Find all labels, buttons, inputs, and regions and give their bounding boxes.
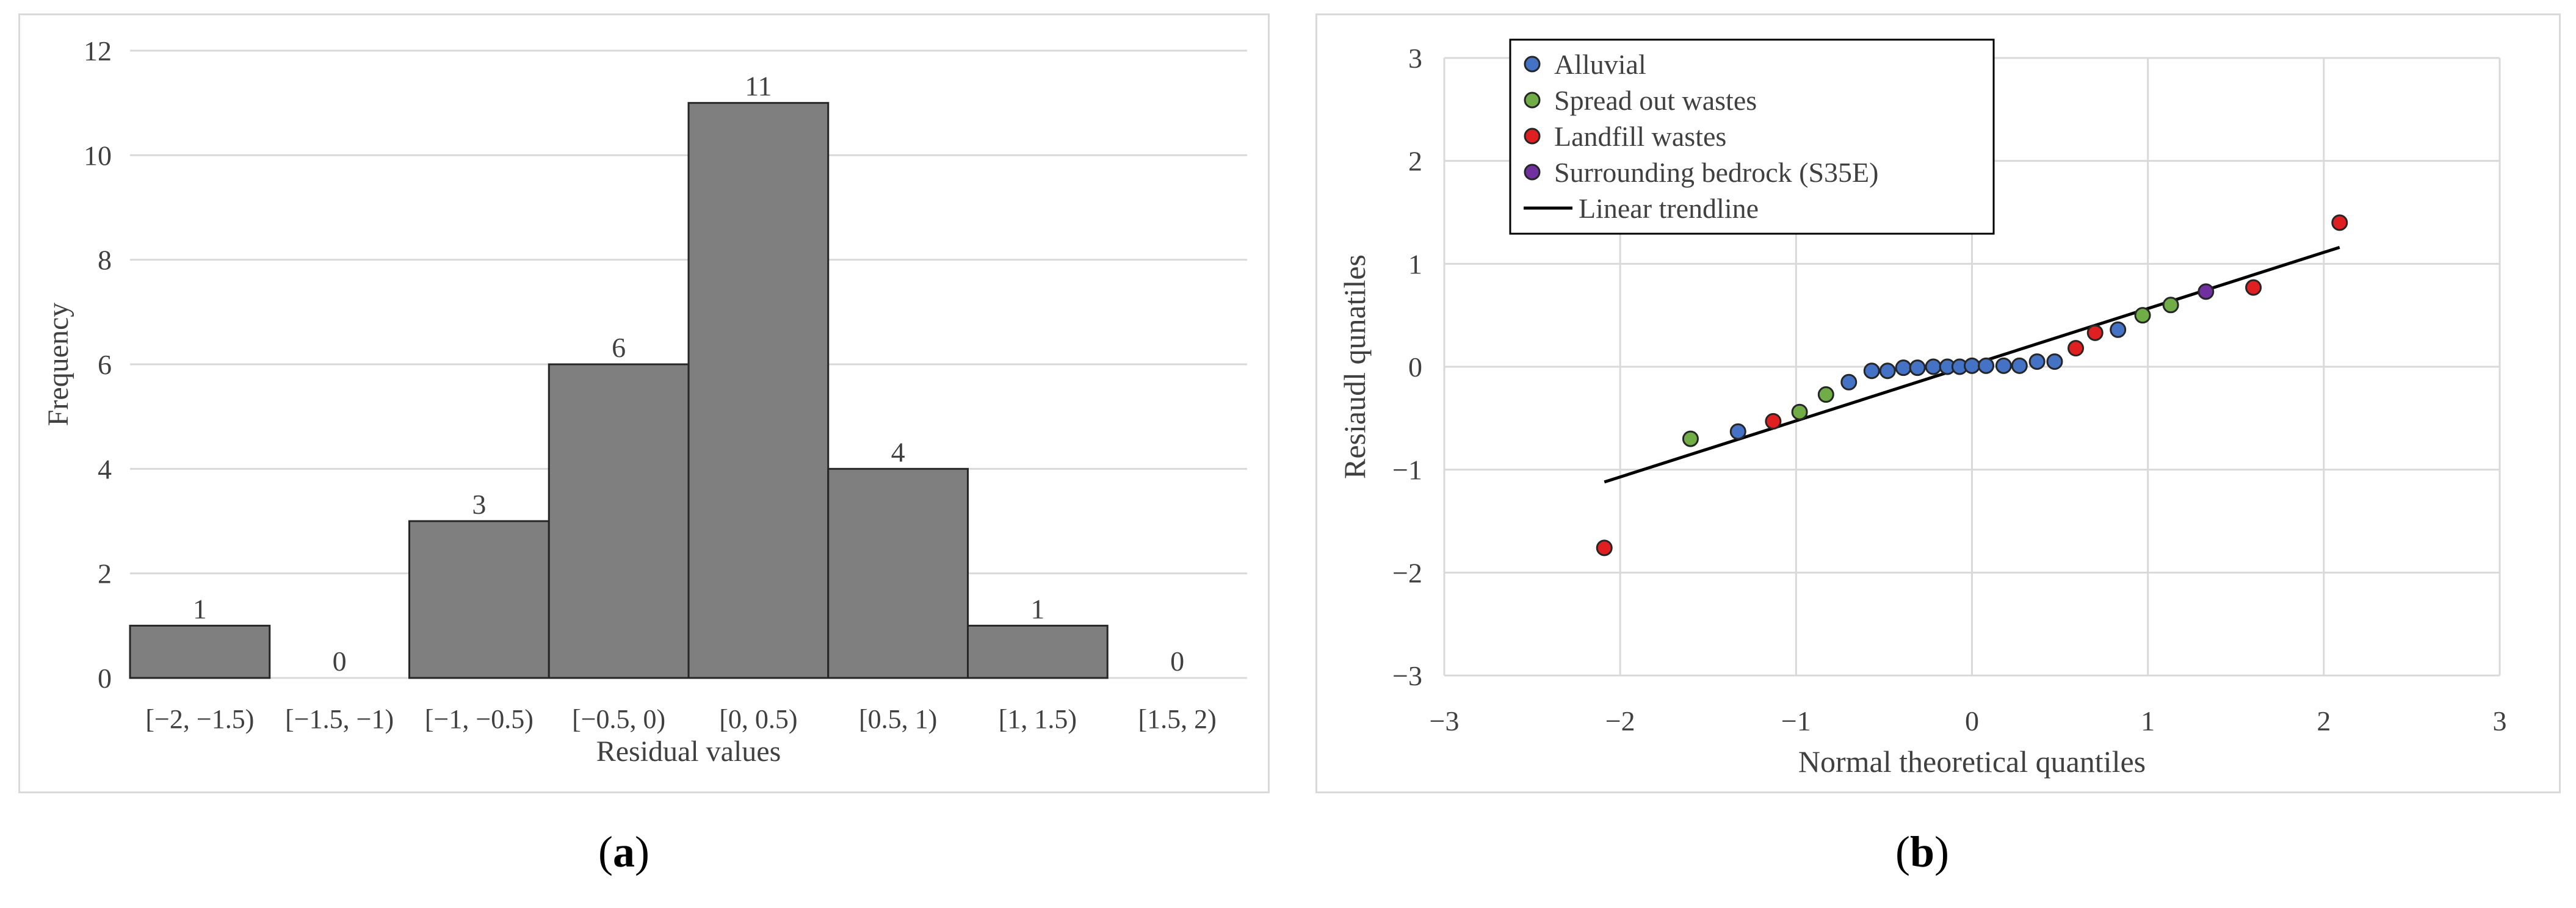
data-point bbox=[2134, 307, 2151, 324]
data-point bbox=[1964, 357, 1980, 374]
y-tick-label: 2 bbox=[98, 558, 112, 589]
x-tick-label: −2 bbox=[1605, 705, 1635, 737]
data-point bbox=[2331, 214, 2348, 231]
data-point bbox=[1817, 386, 1834, 403]
x-axis-title: Normal theoretical quantiles bbox=[1798, 744, 2146, 779]
data-point bbox=[2011, 357, 2028, 374]
y-tick-label: 3 bbox=[1408, 43, 1422, 74]
data-point bbox=[1978, 357, 1995, 374]
y-axis-title: Resiaudl qunatiles bbox=[1337, 254, 1372, 479]
histogram-bar bbox=[408, 520, 550, 679]
legend-marker bbox=[1524, 128, 1541, 145]
x-tick-label: [0, 0.5) bbox=[719, 704, 797, 734]
data-point bbox=[2162, 297, 2179, 314]
caption-a: (a) bbox=[598, 827, 649, 876]
histogram-bar bbox=[548, 363, 690, 679]
histogram-bar bbox=[687, 102, 830, 679]
data-point bbox=[1596, 539, 1613, 557]
legend: Alluvial Spread out wastes Landfill wastes… bbox=[1509, 38, 1995, 235]
histogram-bar bbox=[827, 467, 969, 679]
legend-box bbox=[1509, 38, 1995, 235]
data-point bbox=[1925, 358, 1942, 375]
y-tick-label: 10 bbox=[84, 140, 112, 171]
y-tick-label: 6 bbox=[98, 349, 112, 380]
x-tick-label: 3 bbox=[2493, 705, 2507, 737]
legend-label: Linear trendline bbox=[1579, 193, 1759, 224]
bar-data-label: 0 bbox=[1170, 646, 1184, 677]
data-point bbox=[1863, 362, 1880, 380]
x-tick-label: 1 bbox=[2141, 705, 2155, 737]
data-point bbox=[2086, 324, 2104, 341]
bar-data-label: 1 bbox=[1030, 593, 1044, 624]
data-point bbox=[1682, 430, 1699, 447]
y-tick-label: −2 bbox=[1392, 557, 1422, 588]
bar-data-label: 4 bbox=[891, 436, 905, 467]
bar-data-label: 1 bbox=[193, 593, 207, 624]
y-tick-label: −3 bbox=[1392, 660, 1422, 691]
data-point bbox=[2046, 353, 2063, 370]
x-tick-label: 0 bbox=[1965, 705, 1979, 737]
legend-marker bbox=[1524, 164, 1541, 181]
y-axis-title: Frequency bbox=[42, 303, 74, 427]
data-point bbox=[2110, 321, 2127, 338]
data-point bbox=[2198, 283, 2215, 300]
qq-plot-panel: −3 −2 −1 0 1 2 3 3 2 1 0 −1 −2 −3 Normal theoretical q… bbox=[1315, 13, 2561, 793]
bar-data-label: 11 bbox=[745, 71, 772, 102]
legend-label: Alluvial bbox=[1554, 49, 1646, 80]
y-tick-label: 0 bbox=[1408, 351, 1422, 383]
y-tick-label: 0 bbox=[98, 663, 112, 694]
qq-plot-chart: −3 −2 −1 0 1 2 3 3 2 1 0 −1 −2 −3 Normal theoretical q… bbox=[1337, 38, 2507, 779]
y-tick-label: 1 bbox=[1408, 248, 1422, 279]
data-point bbox=[2068, 340, 2085, 357]
x-axis-title: Residual values bbox=[596, 735, 781, 768]
caption-b: (b) bbox=[1895, 827, 1950, 876]
data-point bbox=[2028, 353, 2046, 370]
y-tick-label: 12 bbox=[84, 35, 112, 67]
histogram-panel: 0 2 4 6 8 10 12 1 [−2, −1.5) 0 [−1.5, −1) 3 [−1, −0.… bbox=[18, 13, 1270, 793]
x-tick-label: 2 bbox=[2317, 705, 2331, 737]
bar-data-label: 0 bbox=[333, 646, 347, 677]
data-point bbox=[1729, 423, 1746, 440]
y-tick-label: −1 bbox=[1392, 455, 1422, 486]
x-tick-label: −1 bbox=[1781, 705, 1811, 737]
histogram-bar bbox=[967, 624, 1109, 679]
y-tick-label: 4 bbox=[98, 453, 112, 485]
x-tick-label: [1, 1.5) bbox=[999, 704, 1077, 734]
data-point bbox=[1840, 373, 1858, 391]
legend-marker bbox=[1524, 56, 1541, 73]
legend-label: Landfill wastes bbox=[1554, 121, 1726, 152]
histogram-bar bbox=[129, 624, 271, 679]
x-tick-label: [−1.5, −1) bbox=[285, 704, 394, 734]
legend-label: Surrounding bedrock (S35E) bbox=[1554, 157, 1878, 188]
x-tick-label: [1.5, 2) bbox=[1138, 704, 1216, 734]
data-point bbox=[1791, 403, 1808, 420]
data-point bbox=[1895, 359, 1912, 377]
x-tick-label: [−0.5, 0) bbox=[572, 704, 665, 734]
data-point bbox=[1879, 362, 1896, 380]
legend-marker bbox=[1524, 92, 1541, 109]
y-tick-label: 2 bbox=[1408, 146, 1422, 177]
bar-data-label: 6 bbox=[612, 332, 626, 363]
x-tick-label: −3 bbox=[1430, 705, 1460, 737]
data-point bbox=[1909, 359, 1926, 377]
data-point bbox=[2245, 279, 2262, 296]
x-tick-label: [−1, −0.5) bbox=[425, 704, 534, 734]
legend-label: Spread out wastes bbox=[1554, 85, 1757, 116]
y-tick-label: 8 bbox=[98, 245, 112, 276]
data-point bbox=[1765, 413, 1782, 430]
x-tick-label: [0.5, 1) bbox=[859, 704, 937, 734]
x-tick-label: [−2, −1.5) bbox=[145, 704, 254, 734]
data-point bbox=[1995, 357, 2012, 374]
bar-data-label: 3 bbox=[472, 489, 486, 520]
